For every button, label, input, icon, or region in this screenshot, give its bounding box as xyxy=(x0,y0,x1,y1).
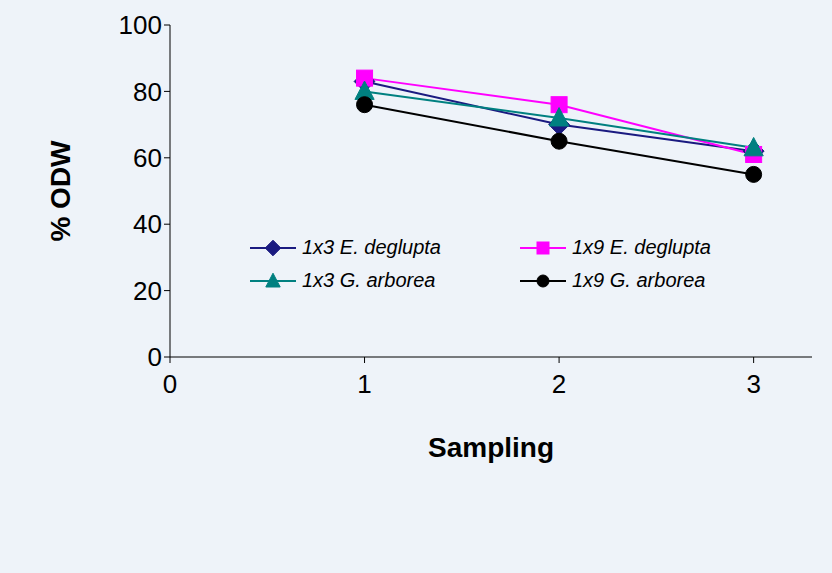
svg-text:% ODW: % ODW xyxy=(45,140,76,242)
html-text:1x9 E. deglupta: 1x9 E. deglupta xyxy=(572,236,711,258)
svg-text:80: 80 xyxy=(133,77,162,107)
html-text:1x9 G. arborea: 1x9 G. arborea xyxy=(572,269,706,291)
svg-text:Sampling: Sampling xyxy=(428,432,554,463)
svg-text:3: 3 xyxy=(746,369,760,399)
html-text:1x3 G. arborea: 1x3 G. arborea xyxy=(302,269,436,291)
svg-text:20: 20 xyxy=(133,276,162,306)
svg-text:100: 100 xyxy=(119,10,162,40)
svg-text:0: 0 xyxy=(163,369,177,399)
svg-text:1: 1 xyxy=(357,369,371,399)
svg-text:0: 0 xyxy=(148,342,162,372)
svg-text:40: 40 xyxy=(133,209,162,239)
svg-text:2: 2 xyxy=(552,369,566,399)
svg-text:60: 60 xyxy=(133,143,162,173)
html-text:1x3 E. deglupta: 1x3 E. deglupta xyxy=(302,236,441,258)
